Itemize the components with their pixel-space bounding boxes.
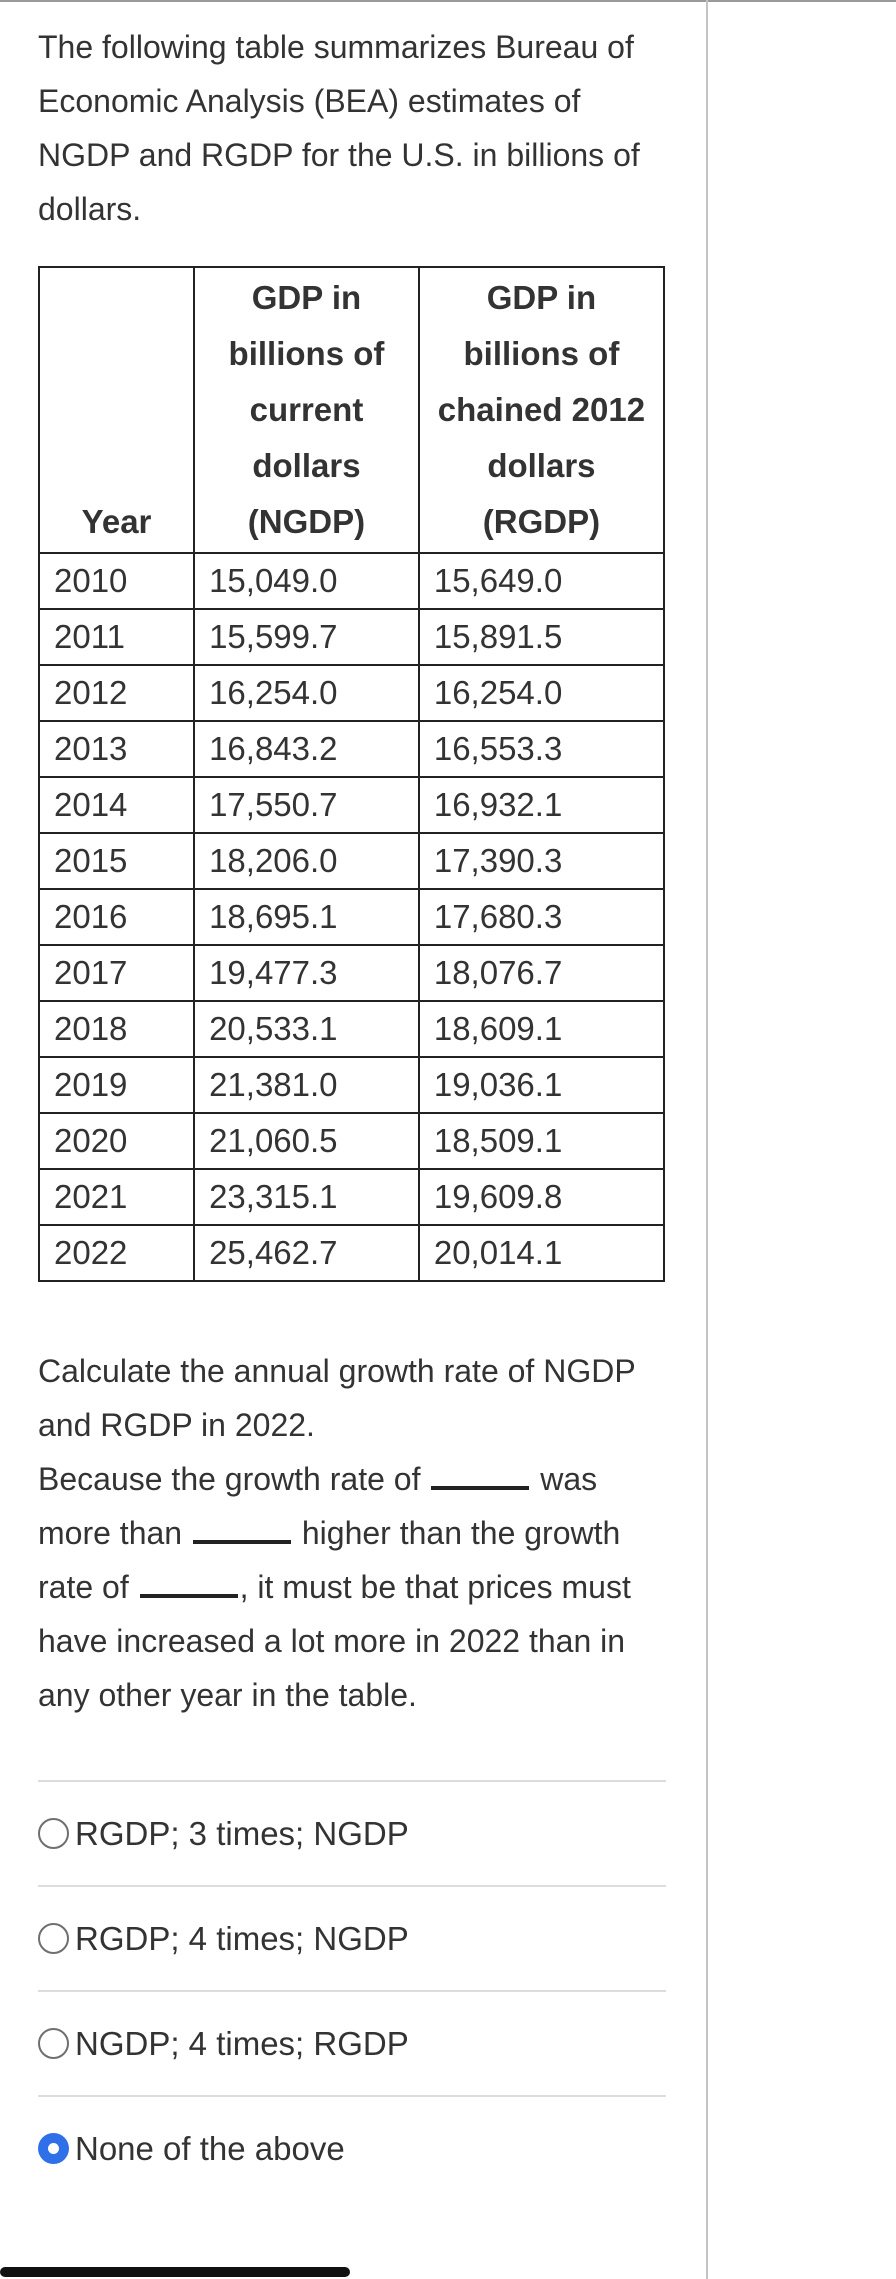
cell-ngdp: 23,315.1 <box>193 1168 420 1226</box>
radio-button-icon[interactable] <box>38 1818 69 1849</box>
option-2[interactable]: RGDP; 4 times; NGDP <box>38 1885 666 1990</box>
table-row: 2016 18,695.1 17,680.3 <box>37 888 666 946</box>
table-row: 2019 21,381.0 19,036.1 <box>37 1056 666 1114</box>
option-label: NGDP; 4 times; RGDP <box>75 2024 409 2062</box>
cell-year: 2021 <box>37 1168 196 1226</box>
fill-in-statement: Because the growth rate of was more than… <box>38 1452 666 1722</box>
table-header-row: Year GDP in billions of current dollars … <box>37 266 666 554</box>
blank-1 <box>431 1486 530 1490</box>
cell-rgdp: 17,390.3 <box>417 832 666 890</box>
question-content: The following table summarizes Bureau of… <box>37 20 666 2200</box>
top-border <box>0 0 896 2</box>
cell-year: 2015 <box>37 832 196 890</box>
cell-rgdp: 18,076.7 <box>417 944 666 1002</box>
option-3[interactable]: NGDP; 4 times; RGDP <box>38 1990 666 2095</box>
cell-ngdp: 20,533.1 <box>193 1000 420 1058</box>
table-row: 2020 21,060.5 18,509.1 <box>37 1112 666 1170</box>
blank-2 <box>192 1540 291 1544</box>
cell-year: 2013 <box>37 720 196 778</box>
cell-rgdp: 15,891.5 <box>417 608 666 666</box>
table-row: 2022 25,462.7 20,014.1 <box>37 1224 666 1282</box>
header-year: Year <box>37 266 196 554</box>
header-rgdp: GDP in billions of chained 2012 dollars … <box>417 266 666 554</box>
cell-rgdp: 18,509.1 <box>417 1112 666 1170</box>
cell-ngdp: 15,599.7 <box>193 608 420 666</box>
table-row: 2014 17,550.7 16,932.1 <box>37 776 666 834</box>
cell-ngdp: 21,381.0 <box>193 1056 420 1114</box>
statement-part-2: was more than <box>38 1461 598 1551</box>
cell-year: 2012 <box>37 664 196 722</box>
table-row: 2013 16,843.2 16,553.3 <box>37 720 666 778</box>
table-row: 2012 16,254.0 16,254.0 <box>37 664 666 722</box>
option-label: RGDP; 3 times; NGDP <box>75 1814 409 1852</box>
cell-ngdp: 25,462.7 <box>193 1224 420 1282</box>
intro-text: The following table summarizes Bureau of… <box>38 29 640 227</box>
radio-button-icon[interactable] <box>38 2028 69 2059</box>
cell-year: 2019 <box>37 1056 196 1114</box>
cell-rgdp: 18,609.1 <box>417 1000 666 1058</box>
cell-rgdp: 19,609.8 <box>417 1168 666 1226</box>
option-4[interactable]: None of the above <box>38 2095 666 2200</box>
home-indicator-bar <box>0 2267 350 2277</box>
cell-rgdp: 16,254.0 <box>417 664 666 722</box>
radio-button-selected-icon[interactable] <box>38 2133 69 2164</box>
option-label: RGDP; 4 times; NGDP <box>75 1919 409 1957</box>
option-1[interactable]: RGDP; 3 times; NGDP <box>38 1780 666 1885</box>
blank-3 <box>139 1594 238 1598</box>
cell-rgdp: 16,932.1 <box>417 776 666 834</box>
radio-button-icon[interactable] <box>38 1923 69 1954</box>
cell-rgdp: 17,680.3 <box>417 888 666 946</box>
header-ngdp: GDP in billions of current dollars (NGDP… <box>193 266 420 554</box>
table-row: 2011 15,599.7 15,891.5 <box>37 608 666 666</box>
cell-ngdp: 17,550.7 <box>193 776 420 834</box>
cell-rgdp: 15,649.0 <box>417 552 666 610</box>
cell-ngdp: 16,254.0 <box>193 664 420 722</box>
cell-ngdp: 21,060.5 <box>193 1112 420 1170</box>
table-row: 2015 18,206.0 17,390.3 <box>37 832 666 890</box>
table-row: 2017 19,477.3 18,076.7 <box>37 944 666 1002</box>
table-row: 2010 15,049.0 15,649.0 <box>37 552 666 610</box>
cell-ngdp: 16,843.2 <box>193 720 420 778</box>
answer-options: RGDP; 3 times; NGDP RGDP; 4 times; NGDP … <box>38 1780 666 2200</box>
statement-part-3: higher than the growth rate of <box>38 1515 621 1605</box>
right-panel-divider <box>706 0 708 2279</box>
statement-part-1: Because the growth rate of <box>38 1461 421 1497</box>
cell-ngdp: 15,049.0 <box>193 552 420 610</box>
statement-part-4: , it must be that prices must have incre… <box>38 1569 631 1713</box>
question-prompt: Calculate the annual growth rate of NGDP… <box>38 1353 636 1443</box>
cell-ngdp: 18,695.1 <box>193 888 420 946</box>
gdp-table: Year GDP in billions of current dollars … <box>37 266 666 1282</box>
cell-rgdp: 20,014.1 <box>417 1224 666 1282</box>
table-body: 2010 15,049.0 15,649.0 2011 15,599.7 15,… <box>37 552 666 1282</box>
cell-rgdp: 19,036.1 <box>417 1056 666 1114</box>
cell-ngdp: 19,477.3 <box>193 944 420 1002</box>
cell-year: 2010 <box>37 552 196 610</box>
table-row: 2021 23,315.1 19,609.8 <box>37 1168 666 1226</box>
cell-year: 2022 <box>37 1224 196 1282</box>
cell-year: 2017 <box>37 944 196 1002</box>
cell-year: 2014 <box>37 776 196 834</box>
option-label: None of the above <box>75 2129 345 2167</box>
cell-rgdp: 16,553.3 <box>417 720 666 778</box>
table-row: 2018 20,533.1 18,609.1 <box>37 1000 666 1058</box>
cell-year: 2018 <box>37 1000 196 1058</box>
cell-year: 2016 <box>37 888 196 946</box>
cell-ngdp: 18,206.0 <box>193 832 420 890</box>
cell-year: 2011 <box>37 608 196 666</box>
cell-year: 2020 <box>37 1112 196 1170</box>
